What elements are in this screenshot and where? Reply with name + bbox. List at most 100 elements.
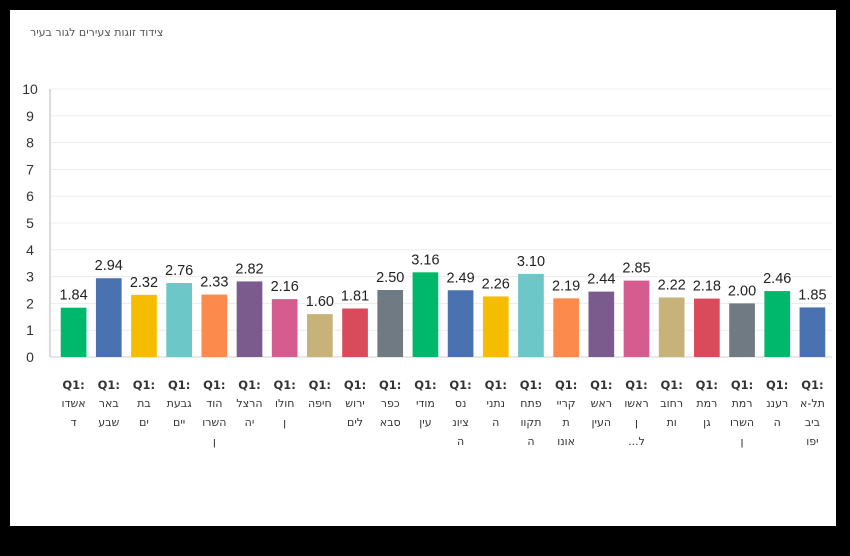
y-tick-label: 0 [26, 349, 34, 365]
data-label: 2.00 [728, 283, 756, 299]
x-tick-label-line: השרו [202, 416, 226, 429]
bar [95, 278, 122, 357]
x-tick-label-line: לים [347, 416, 363, 429]
data-label: 2.18 [693, 279, 721, 295]
x-tick-label-line: הוד [206, 397, 222, 410]
x-tick-label-line: רחוב [660, 397, 683, 410]
x-tick-label-line: רמת [696, 397, 717, 410]
chart-title: צידוד זוגות צעירים לגור בעיר [30, 26, 164, 39]
x-tick-label-prefix: Q1: [203, 378, 225, 392]
bar [60, 307, 87, 357]
bar [447, 290, 474, 357]
x-tick-label-line: חיפה [308, 397, 332, 410]
x-tick-label-prefix: Q1: [344, 378, 366, 392]
y-tick-label: 1 [26, 322, 34, 338]
x-tick-label-prefix: Q1: [485, 378, 507, 392]
bar [729, 303, 755, 357]
x-tick-label-line: ן [635, 416, 638, 429]
bar [482, 296, 509, 357]
x-tick-label-prefix: Q1: [660, 378, 682, 392]
x-tick-label-prefix: Q1: [133, 378, 155, 392]
y-tick-label: 6 [26, 188, 34, 204]
y-tick-label: 8 [26, 135, 34, 151]
bar [307, 314, 333, 357]
x-tick-label-line: נס [455, 397, 467, 410]
x-tick-label-line: ה [492, 416, 499, 429]
x-tick-label-line: רמת [732, 397, 753, 410]
x-tick-label-prefix: Q1: [555, 378, 577, 392]
x-tick-label-prefix: Q1: [414, 378, 436, 392]
bar [588, 291, 615, 357]
x-tick-label-line: באר [99, 397, 119, 410]
x-tick-label-line: ירוש [345, 397, 364, 410]
data-label: 2.76 [165, 263, 193, 279]
x-tick-label-line: אשדו [62, 397, 86, 410]
x-tick-label-line: ן [283, 416, 286, 429]
x-tick-label-prefix: Q1: [625, 378, 647, 392]
x-tick-label-line: יפו [806, 435, 818, 448]
data-label: 2.94 [95, 258, 123, 274]
x-tick-label-line: ה [457, 435, 464, 448]
x-tick-label-line: חולו [275, 397, 294, 410]
x-tick-label-line: בת [137, 397, 151, 410]
x-tick-label-prefix: Q1: [168, 378, 190, 392]
x-tick-label-prefix: Q1: [379, 378, 401, 392]
x-tick-label-line: רעננ [766, 397, 788, 410]
x-tick-label-line: השרו [730, 416, 754, 429]
bar [131, 294, 157, 357]
x-tick-label-line: ן [213, 435, 216, 448]
data-label: 2.33 [200, 275, 228, 291]
x-tick-label-line: ת [563, 416, 570, 429]
x-tick-label-line: תקוו [520, 416, 541, 429]
x-tick-label-line: ל... [628, 435, 645, 448]
x-tick-label-prefix: Q1: [731, 378, 753, 392]
bar [799, 307, 826, 357]
x-tick-label-line: ד [71, 416, 77, 429]
bar [236, 281, 263, 357]
data-label: 2.49 [446, 270, 474, 286]
bar [658, 297, 685, 357]
data-label: 1.81 [341, 288, 369, 304]
bar [694, 298, 720, 357]
data-label: 2.26 [482, 276, 510, 292]
x-tick-label-line: ראשו [624, 397, 648, 410]
x-tick-label-line: יה [245, 416, 255, 429]
x-tick-label-line: שבע [98, 416, 119, 429]
x-tick-label-prefix: Q1: [766, 378, 788, 392]
bar [377, 290, 404, 357]
x-tick-label-line: העין [592, 416, 612, 429]
x-tick-label-line: ציונ [452, 416, 468, 429]
x-tick-label-line: ביב [805, 416, 820, 429]
x-tick-label-line: הרצל [236, 397, 262, 410]
x-tick-label-line: ים [139, 416, 149, 429]
x-tick-label-line: ראש [591, 397, 612, 410]
data-label: 2.85 [622, 261, 650, 277]
y-tick-label: 5 [26, 215, 34, 231]
data-label: 2.22 [658, 278, 686, 294]
x-tick-label-prefix: Q1: [449, 378, 471, 392]
bar [166, 283, 192, 357]
data-label: 2.46 [763, 271, 791, 287]
x-tick-label-line: מודי [416, 397, 435, 410]
data-label: 1.84 [59, 288, 87, 304]
x-tick-label-line: גן [703, 416, 711, 429]
bar [553, 298, 579, 357]
y-tick-label: 7 [26, 161, 34, 177]
x-tick-label-prefix: Q1: [273, 378, 295, 392]
data-label: 2.16 [271, 279, 299, 295]
data-label: 2.50 [376, 270, 404, 286]
bar [412, 272, 439, 357]
bar [271, 299, 298, 357]
x-tick-label-line: תל-א [800, 397, 825, 410]
data-label: 1.85 [798, 287, 826, 303]
x-tick-label-line: ה [774, 416, 781, 429]
chart-panel [10, 10, 836, 526]
bar [342, 308, 368, 357]
x-tick-label-prefix: Q1: [696, 378, 718, 392]
x-tick-label-line: סבא [380, 416, 401, 429]
y-tick-label: 10 [22, 81, 38, 97]
x-tick-label-line: ות [667, 416, 677, 429]
x-tick-label-prefix: Q1: [520, 378, 542, 392]
x-tick-label-line: ן [741, 435, 744, 448]
